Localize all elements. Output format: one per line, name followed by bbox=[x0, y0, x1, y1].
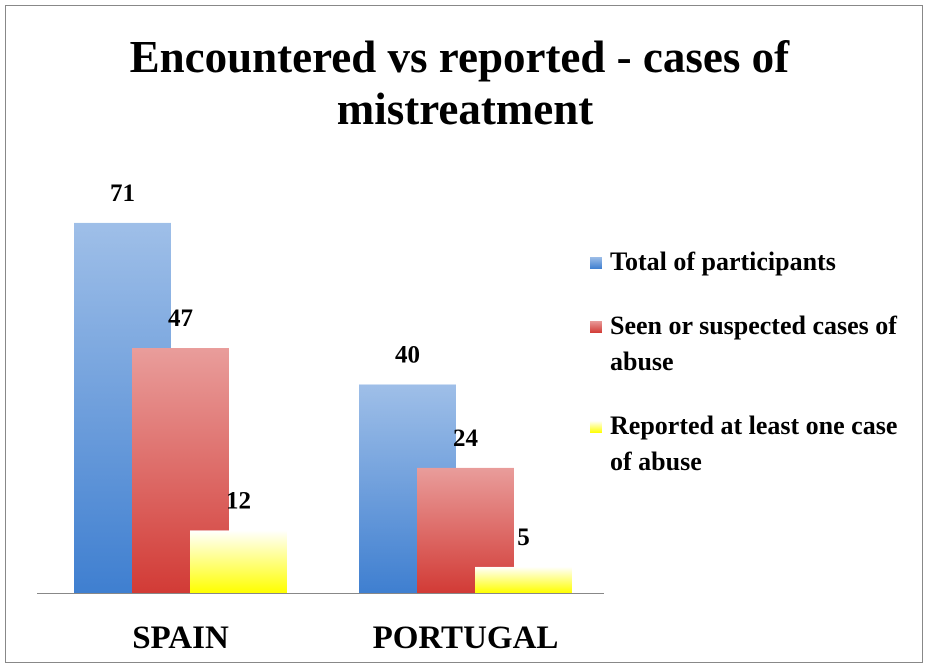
x-tick-label: SPAIN bbox=[132, 620, 229, 656]
legend-label: Reported at least one case of abuse bbox=[610, 411, 898, 476]
legend-swatch bbox=[590, 421, 602, 433]
legend-item: Seen or suspected cases of abuse bbox=[590, 308, 910, 380]
legend: Total of participants Seen or suspected c… bbox=[590, 244, 910, 508]
legend-item: Total of participants bbox=[590, 244, 910, 280]
legend-label: Seen or suspected cases of abuse bbox=[610, 311, 897, 376]
data-label: 71 bbox=[110, 180, 135, 207]
data-label: 47 bbox=[168, 305, 193, 332]
x-tick-label: PORTUGAL bbox=[373, 620, 559, 656]
chart-title: Encountered vs reported - cases of mistr… bbox=[130, 32, 801, 134]
data-label: 5 bbox=[517, 524, 530, 551]
data-label: 12 bbox=[226, 487, 251, 514]
legend-swatch bbox=[590, 257, 602, 269]
legend-item: Reported at least one case of abuse bbox=[590, 408, 910, 480]
data-label: 40 bbox=[395, 342, 420, 369]
bar bbox=[190, 530, 287, 593]
legend-label: Total of participants bbox=[610, 247, 836, 276]
bar bbox=[475, 566, 572, 593]
data-label: 24 bbox=[453, 425, 479, 452]
legend-swatch bbox=[590, 321, 602, 333]
